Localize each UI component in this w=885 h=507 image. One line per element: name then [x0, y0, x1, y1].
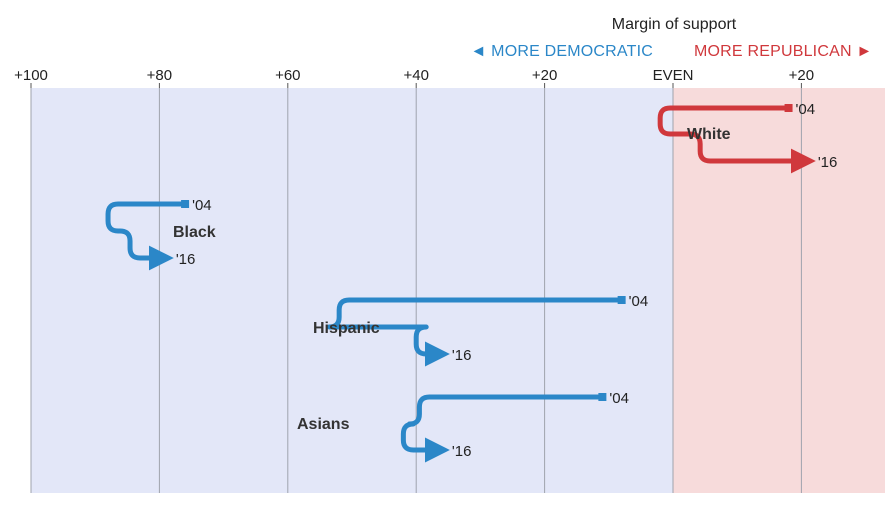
series-path-asians [400, 394, 603, 463]
series-path-white [657, 105, 816, 174]
start-marker-hispanic [617, 296, 626, 304]
series-label-hispanic: Hispanic [313, 320, 380, 337]
x-tick-label: +20 [789, 67, 814, 84]
end-year-label: '16 [818, 154, 838, 171]
more-republican-label: MORE REPUBLICAN ► [694, 43, 872, 60]
series-path-hispanic [326, 297, 622, 367]
start-year-label: '04 [609, 390, 629, 407]
x-tick-label: +60 [275, 67, 300, 84]
start-year-label: '04 [192, 197, 212, 214]
x-tick-label: +80 [147, 67, 172, 84]
end-year-label: '16 [452, 347, 472, 364]
start-marker-asians [598, 393, 607, 401]
republican-region [673, 88, 885, 493]
x-tick-label: +40 [403, 67, 428, 84]
democratic-region [31, 88, 673, 493]
start-year-label: '04 [796, 101, 816, 118]
series-label-white: White [687, 126, 731, 143]
x-tick-label: +20 [532, 67, 557, 84]
end-year-label: '16 [452, 443, 472, 460]
start-marker-black [181, 200, 190, 208]
start-year-label: '04 [629, 293, 649, 310]
series-path-black [105, 201, 186, 271]
x-tick-label: EVEN [653, 67, 694, 84]
x-axis-ticks: +100 +80 +60 +40 +20 EVEN +20 [14, 67, 814, 88]
series-label-asians: Asians [297, 416, 350, 433]
x-tick-label: +100 [14, 67, 48, 84]
start-marker-white [784, 104, 793, 112]
series-label-black: Black [173, 224, 216, 241]
chart-title: Margin of support [612, 16, 737, 33]
more-democratic-label: ◄ MORE DEMOCRATIC [471, 43, 654, 60]
series: '04 '16 White '04 '16 Black '04 '16 Hispanic '04 '… [105, 101, 838, 463]
end-year-label: '16 [176, 251, 196, 268]
